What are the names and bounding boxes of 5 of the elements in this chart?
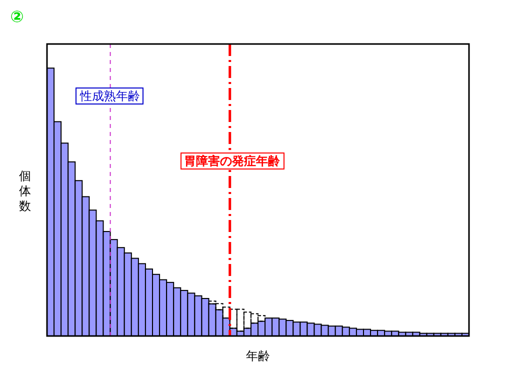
annotation: 性成熟年齢 [79, 89, 140, 103]
annotation: 胃障害の発症年齢 [184, 154, 281, 168]
chart-title: ② [10, 7, 24, 26]
x-axis-title: 年齢 [246, 349, 270, 363]
y-axis-title: 個体数 [19, 169, 31, 213]
